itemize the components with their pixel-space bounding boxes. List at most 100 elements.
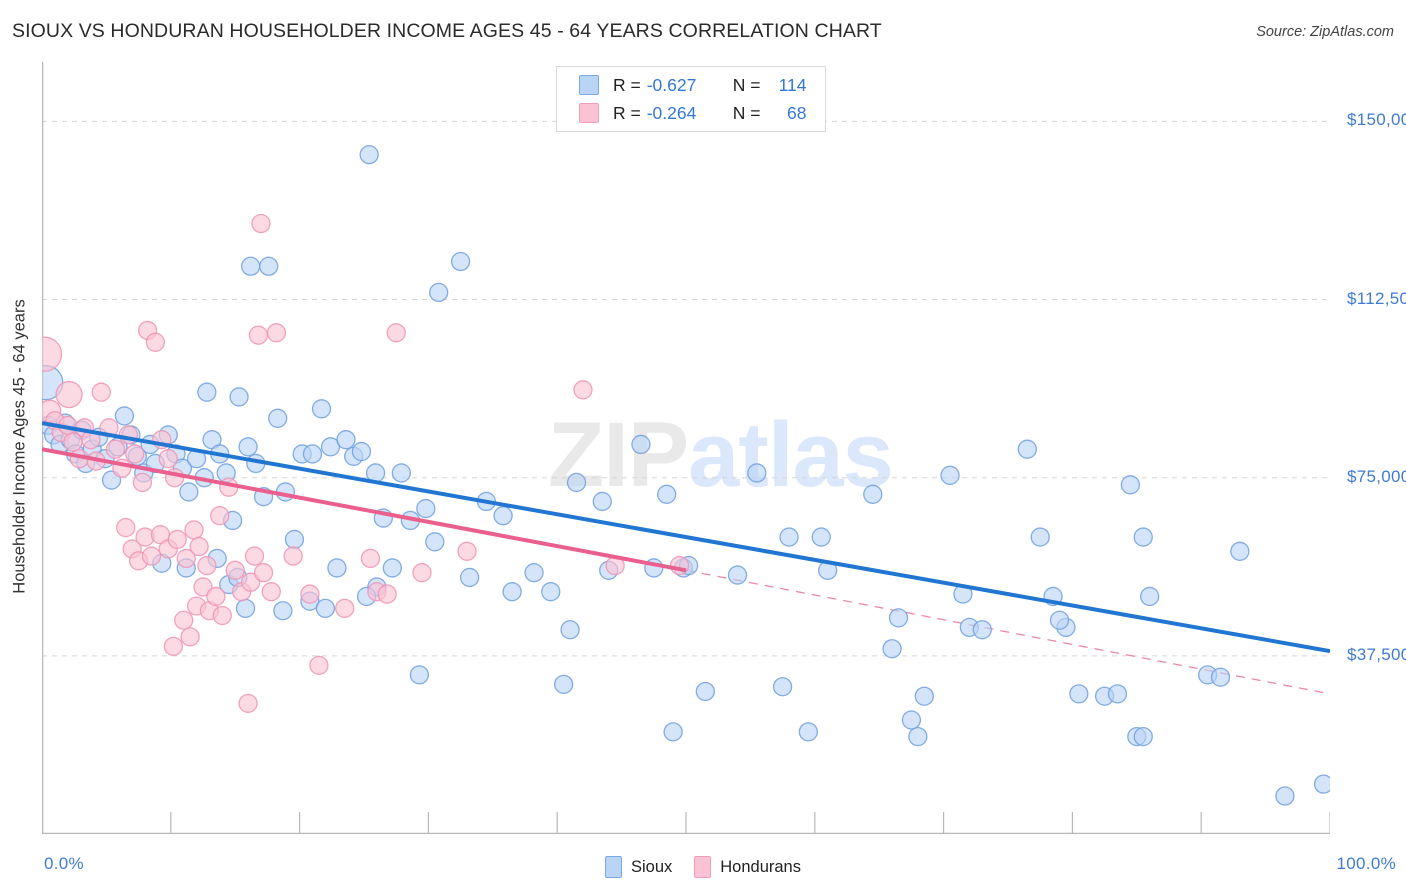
legend-swatch-hondurans [579, 103, 599, 123]
data-point [779, 527, 799, 547]
data-point [132, 472, 153, 493]
data-point [105, 439, 126, 459]
data-point [176, 548, 196, 569]
data-point [425, 532, 445, 552]
data-point [1030, 527, 1050, 547]
data-point [193, 577, 213, 597]
source-label: Source: ZipAtlas.com [1256, 24, 1394, 40]
data-point [351, 441, 372, 462]
data-point [251, 213, 271, 234]
data-point [386, 323, 406, 343]
data-point [657, 484, 677, 504]
data-point [908, 726, 928, 747]
data-point [1133, 527, 1153, 547]
y-axis-tick-label: $37,500 [1347, 644, 1406, 664]
series-legend-item-sioux[interactable]: Sioux [604, 856, 673, 878]
series-legend: Sioux Hondurans [0, 856, 1406, 878]
data-point [235, 598, 256, 618]
data-point [179, 482, 199, 502]
series-swatch-hondurans [694, 856, 712, 878]
data-point [315, 598, 336, 618]
data-point [167, 529, 187, 550]
data-point [42, 336, 63, 372]
trendline-hondurans [42, 447, 687, 573]
data-point [972, 620, 992, 640]
data-point [541, 582, 561, 602]
data-point [327, 558, 347, 578]
data-point [91, 382, 111, 402]
data-point [409, 665, 430, 685]
data-point [412, 563, 432, 583]
data-point [560, 620, 580, 640]
data-point [391, 463, 412, 483]
data-point [253, 563, 274, 583]
data-point [663, 722, 683, 742]
data-point [244, 546, 265, 566]
data-point [145, 332, 165, 352]
data-point [359, 144, 379, 165]
series-points-hondurans [42, 213, 690, 714]
data-point [882, 639, 902, 659]
y-axis-tick-label: $112,500 [1347, 288, 1406, 308]
legend-swatch-sioux [579, 75, 599, 95]
data-point [747, 463, 767, 483]
legend-n-key-hondurans: N = [732, 102, 761, 123]
data-point [1230, 541, 1250, 561]
data-point [914, 686, 934, 706]
data-point [210, 506, 230, 526]
series-legend-item-hondurans[interactable]: Hondurans [694, 856, 801, 878]
data-point [283, 546, 303, 566]
data-point [241, 572, 261, 592]
data-point [174, 610, 194, 630]
legend-n-value-sioux: 114 [778, 74, 807, 95]
data-point [197, 382, 217, 402]
data-point [125, 444, 145, 464]
data-point [940, 465, 960, 485]
data-point [1049, 610, 1070, 630]
series-label-sioux: Sioux [630, 857, 673, 876]
data-point [180, 627, 200, 647]
data-point [382, 558, 402, 578]
legend-n-key-sioux: N = [732, 74, 761, 95]
series-points-sioux [42, 144, 1330, 806]
data-point [566, 472, 587, 493]
data-point [360, 548, 381, 569]
data-point [261, 582, 281, 602]
data-point [1120, 475, 1141, 495]
data-point [502, 582, 522, 602]
data-point [335, 598, 355, 618]
data-point [158, 449, 178, 469]
data-point [811, 527, 831, 547]
data-point [163, 636, 184, 656]
data-point [450, 251, 471, 272]
y-axis-tick-label: $150,000 [1347, 110, 1406, 130]
scatter-plot-svg [42, 62, 1330, 834]
legend-r-value-sioux: -0.627 [646, 74, 697, 95]
data-point [631, 434, 651, 455]
data-point [901, 710, 922, 730]
data-point [266, 323, 287, 343]
y-axis-title-text: Householder Income Ages 45 - 64 years [10, 298, 29, 594]
data-point [309, 655, 329, 675]
y-axis-title: Householder Income Ages 45 - 64 years [6, 0, 34, 892]
data-point [888, 608, 909, 628]
data-point [377, 584, 397, 604]
data-point [273, 601, 293, 621]
data-point [116, 517, 136, 538]
data-point [459, 567, 480, 588]
data-point [336, 430, 356, 450]
data-point [1017, 439, 1037, 459]
data-point [189, 536, 209, 557]
data-point [212, 605, 232, 626]
legend-row-hondurans: R = -0.264 N = 68 [579, 99, 825, 127]
data-point [55, 380, 83, 409]
legend-r-value-hondurans: -0.264 [646, 102, 697, 123]
data-point [573, 380, 593, 400]
data-point [1275, 786, 1295, 806]
data-point [259, 256, 279, 276]
data-point [1140, 586, 1160, 607]
data-point [141, 546, 162, 566]
y-axis-tick-label: $75,000 [1347, 466, 1406, 486]
data-point [238, 693, 258, 714]
